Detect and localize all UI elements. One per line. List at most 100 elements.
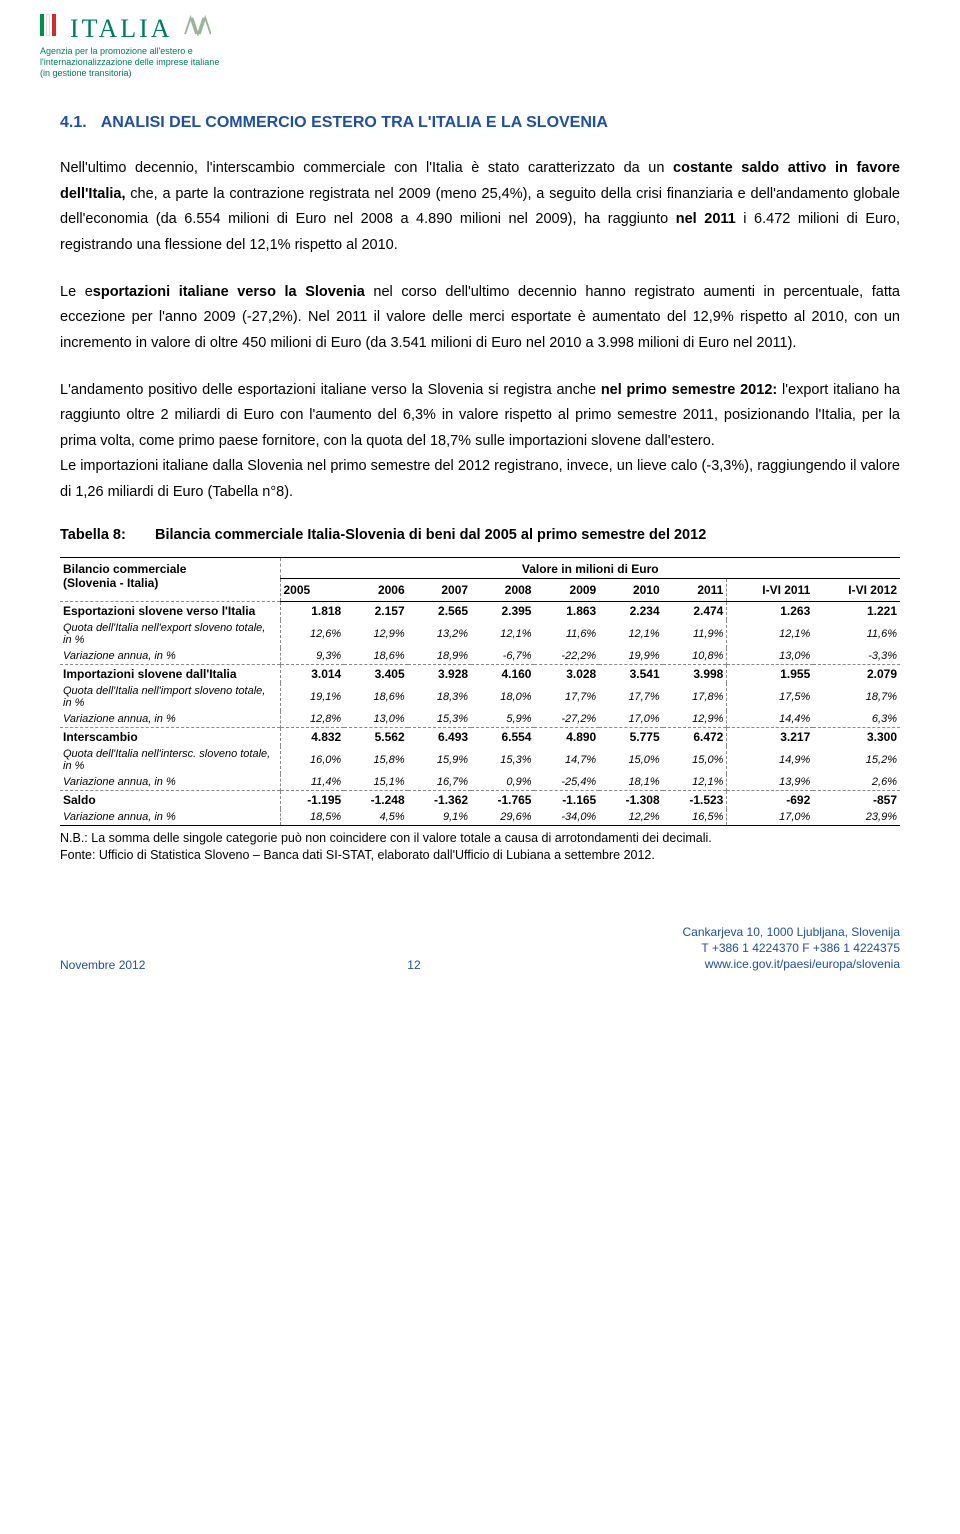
table-cell: -6,7%: [471, 648, 534, 665]
table-cell: 14,7%: [534, 746, 599, 774]
table-row: Quota dell'Italia nell'intersc. sloveno …: [60, 746, 900, 774]
table-cell: -34,0%: [534, 809, 599, 826]
table-cell: -1.195: [280, 790, 344, 809]
table-cell: 18,6%: [344, 648, 407, 665]
table-cell: 12,1%: [599, 620, 662, 648]
table-cell: 23,9%: [813, 809, 900, 826]
logo-sub-line: Agenzia per la promozione all'estero e: [40, 46, 920, 57]
table-cell: 13,2%: [408, 620, 471, 648]
table-cell: 12,1%: [663, 774, 727, 791]
table-cell: 3.405: [344, 664, 407, 683]
logo-subtitle: Agenzia per la promozione all'estero e l…: [40, 46, 920, 78]
table-cell: 9,1%: [408, 809, 471, 826]
table-cell: -1.523: [663, 790, 727, 809]
table-cell: -25,4%: [534, 774, 599, 791]
table-cell: 1.955: [727, 664, 813, 683]
table-cell: 15,0%: [599, 746, 662, 774]
table-cell: 4.832: [280, 727, 344, 746]
table-title: Bilancia commerciale Italia-Slovenia di …: [155, 527, 900, 543]
section-heading: ANALISI DEL COMMERCIO ESTERO TRA L'ITALI…: [101, 114, 608, 131]
table-cell: -1.165: [534, 790, 599, 809]
table-cell: -692: [727, 790, 813, 809]
table-cell: 11,9%: [663, 620, 727, 648]
table-cell: 19,1%: [280, 683, 344, 711]
footer-contact: Cankarjeva 10, 1000 Ljubljana, Slovenija…: [683, 924, 900, 973]
table-cell: 12,8%: [280, 711, 344, 728]
table-row-label: Importazioni slovene dall'Italia: [60, 664, 280, 683]
table-cell: 14,4%: [727, 711, 813, 728]
table-cell: 18,3%: [408, 683, 471, 711]
table-cell: 3.014: [280, 664, 344, 683]
page-content: 4.1. ANALISI DEL COMMERCIO ESTERO TRA L'I…: [0, 84, 960, 883]
table-cell: 13,0%: [344, 711, 407, 728]
table-cell: 17,0%: [599, 711, 662, 728]
table-cell: -1.362: [408, 790, 471, 809]
table-cell: 18,5%: [280, 809, 344, 826]
table-row-label: Variazione annua, in %: [60, 648, 280, 665]
table-cell: 0,9%: [471, 774, 534, 791]
logo-text: ITALIA: [70, 14, 173, 44]
table-cell: 15,2%: [813, 746, 900, 774]
table-cell: 29,6%: [471, 809, 534, 826]
table-cell: 11,4%: [280, 774, 344, 791]
text-bold: nel 2011: [676, 211, 736, 227]
table-cell: 18,6%: [344, 683, 407, 711]
table-cell: 2.079: [813, 664, 900, 683]
table-cell: -1.765: [471, 790, 534, 809]
table-cell: 9,3%: [280, 648, 344, 665]
table-cell: 12,6%: [280, 620, 344, 648]
table-cell: 17,7%: [534, 683, 599, 711]
table-body: Esportazioni slovene verso l'Italia1.818…: [60, 601, 900, 825]
table-cell: 15,0%: [663, 746, 727, 774]
table-col-header: 2011: [663, 578, 727, 601]
table-cell: 11,6%: [813, 620, 900, 648]
table-label: Tabella 8:: [60, 527, 155, 543]
table-row: Variazione annua, in %18,5%4,5%9,1%29,6%…: [60, 809, 900, 826]
table-cell: 15,9%: [408, 746, 471, 774]
table-row: Quota dell'Italia nell'import sloveno to…: [60, 683, 900, 711]
table-cell: -3,3%: [813, 648, 900, 665]
table-col-header: 2005: [280, 578, 344, 601]
table-cell: 3.541: [599, 664, 662, 683]
table-corner: Bilancio commerciale: [63, 562, 186, 576]
table-cell: 10,8%: [663, 648, 727, 665]
table-cell: 12,9%: [344, 620, 407, 648]
table-cell: 19,9%: [599, 648, 662, 665]
footer-date: Novembre 2012: [60, 958, 145, 972]
table-col-header: 2009: [534, 578, 599, 601]
paragraph-2: Le esportazioni italiane verso la Sloven…: [60, 280, 900, 356]
section-title: 4.1. ANALISI DEL COMMERCIO ESTERO TRA L'I…: [60, 114, 900, 132]
table-cell: -27,2%: [534, 711, 599, 728]
table-row-label: Quota dell'Italia nell'intersc. sloveno …: [60, 746, 280, 774]
flag-icon: [40, 14, 56, 36]
table-cell: 5.562: [344, 727, 407, 746]
table-cell: -22,2%: [534, 648, 599, 665]
table-cell: 18,1%: [599, 774, 662, 791]
paragraph-3: L'andamento positivo delle esportazioni …: [60, 378, 900, 454]
table-row: Saldo-1.195-1.248-1.362-1.765-1.165-1.30…: [60, 790, 900, 809]
text: Nell'ultimo decennio, l'interscambio com…: [60, 160, 673, 176]
table-cell: 2.565: [408, 601, 471, 620]
table-cell: 15,3%: [408, 711, 471, 728]
footer-url: www.ice.gov.it/paesi/europa/slovenia: [683, 956, 900, 972]
table-cell: 4.890: [534, 727, 599, 746]
table-row: Interscambio4.8325.5626.4936.5544.8905.7…: [60, 727, 900, 746]
table-row: Importazioni slovene dall'Italia3.0143.4…: [60, 664, 900, 683]
table-row: Variazione annua, in %11,4%15,1%16,7%0,9…: [60, 774, 900, 791]
table-cell: 16,7%: [408, 774, 471, 791]
table-cell: -1.308: [599, 790, 662, 809]
table-cell: 3.300: [813, 727, 900, 746]
table-col-header: I-VI 2011: [727, 578, 813, 601]
page-footer: Novembre 2012 12 Cankarjeva 10, 1000 Lju…: [0, 924, 960, 993]
table-caption: Tabella 8: Bilancia commerciale Italia-S…: [60, 527, 900, 543]
footnote-line: N.B.: La somma delle singole categorie p…: [60, 830, 900, 847]
text: L'andamento positivo delle esportazioni …: [60, 382, 601, 398]
table-cell: 18,7%: [813, 683, 900, 711]
table-cell: 13,9%: [727, 774, 813, 791]
table-cell: 4,5%: [344, 809, 407, 826]
section-number: 4.1.: [60, 114, 87, 131]
table-cell: -1.248: [344, 790, 407, 809]
table-row: Quota dell'Italia nell'export sloveno to…: [60, 620, 900, 648]
table-cell: 5.775: [599, 727, 662, 746]
text-bold: nel primo semestre 2012:: [601, 382, 777, 398]
